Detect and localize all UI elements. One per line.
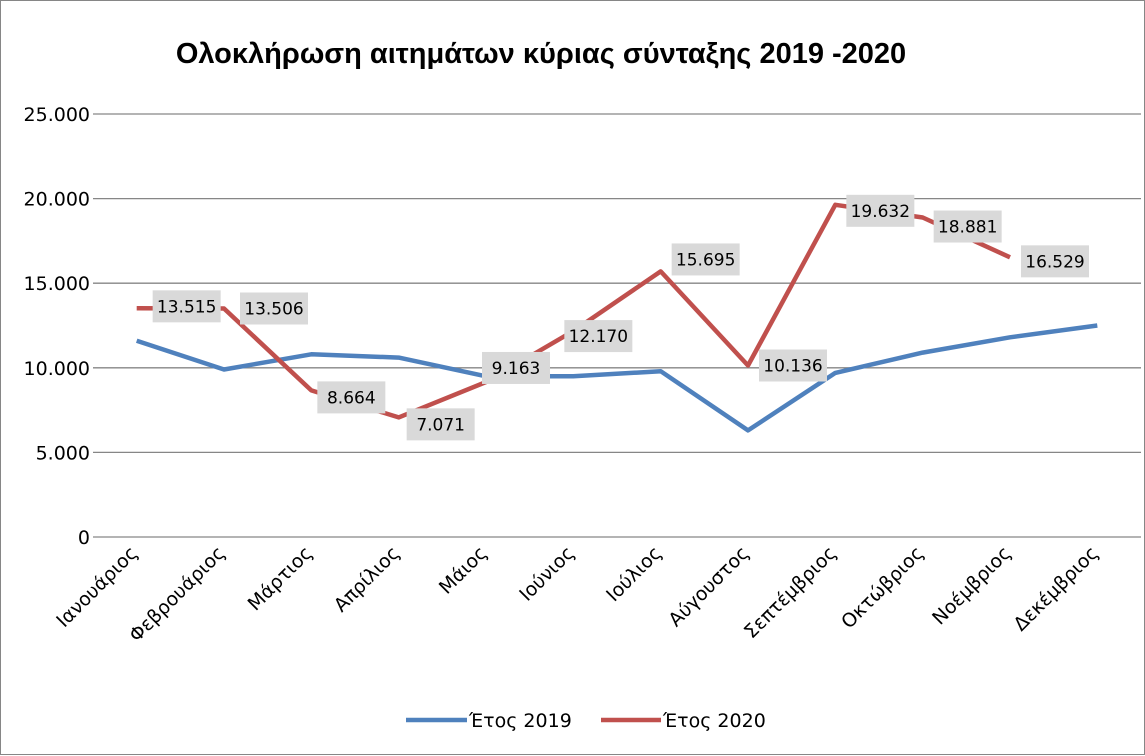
y-tick-label: 0: [78, 527, 90, 549]
data-label: 12.170: [569, 327, 628, 347]
x-tick-label: Αύγουστος: [664, 542, 753, 631]
x-tick-label: Σεπτέμβριος: [740, 542, 841, 643]
legend-label: Έτος 2020: [662, 710, 766, 732]
data-label: 18.881: [938, 218, 997, 238]
data-label: 7.071: [416, 415, 465, 435]
y-tick-label: 25.000: [24, 104, 90, 126]
x-tick-label: Μάιος: [435, 542, 492, 599]
data-label: 13.506: [244, 299, 303, 319]
x-tick-label: Νοέμβριος: [928, 542, 1015, 629]
data-label: 10.136: [763, 356, 822, 376]
y-tick-label: 20.000: [24, 189, 90, 211]
data-label: 16.529: [1025, 252, 1084, 272]
legend: Έτος 2019 Έτος 2020: [406, 710, 766, 732]
data-label: 9.163: [492, 359, 541, 379]
legend-label: Έτος 2019: [468, 710, 572, 732]
x-tick-label: Ιούλιος: [602, 542, 666, 606]
data-label: 15.695: [676, 250, 735, 270]
y-tick-label: 5.000: [36, 442, 90, 464]
x-tick-label: Απρίλιος: [330, 542, 405, 617]
y-axis-ticks: 0 5.000 10.000 15.000 20.000 25.000: [24, 104, 90, 549]
x-tick-label: Δεκέμβριος: [1009, 542, 1102, 635]
data-label: 8.664: [327, 388, 376, 408]
data-labels: 13.515 13.506 8.664 7.071 9.163 12.170 15.695 1…: [153, 195, 1089, 441]
x-tick-label: Ιανουάριος: [52, 542, 142, 632]
y-tick-label: 15.000: [24, 273, 90, 295]
data-label: 19.632: [851, 202, 910, 222]
y-tick-label: 10.000: [24, 358, 90, 380]
x-tick-label: Ιούνιος: [515, 542, 579, 606]
data-label: 13.515: [157, 297, 216, 317]
x-tick-label: Οκτώβριος: [837, 542, 928, 633]
chart-title: Ολοκλήρωση αιτημάτων κύριας σύνταξης 201…: [176, 38, 906, 70]
x-tick-label: Μάρτιος: [244, 542, 317, 615]
